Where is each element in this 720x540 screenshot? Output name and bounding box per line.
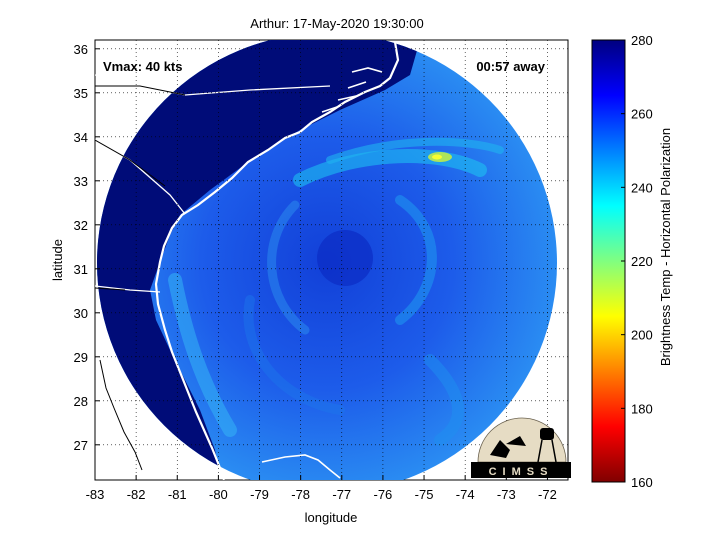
y-tick-label: 30 bbox=[74, 306, 88, 321]
coastline bbox=[154, 41, 400, 480]
colorbar-tick-label: 240 bbox=[631, 180, 653, 195]
y-tick-label: 34 bbox=[74, 130, 88, 145]
y-tick-label: 28 bbox=[74, 394, 88, 409]
storm-core bbox=[317, 230, 373, 286]
x-tick-label: -82 bbox=[127, 487, 146, 502]
y-tick-label: 32 bbox=[74, 218, 88, 233]
colorbar-tick-label: 160 bbox=[631, 475, 653, 490]
x-tick-label: -83 bbox=[86, 487, 105, 502]
swath-image bbox=[95, 40, 557, 480]
cuba-coast bbox=[261, 454, 341, 479]
grid bbox=[94, 40, 568, 480]
colorbar-ticks: 160 180 200 220 240 260 280 bbox=[621, 33, 653, 490]
y-axis-ticks: 27 28 29 30 31 32 33 34 35 36 bbox=[74, 42, 100, 453]
x-tick-label: -77 bbox=[332, 487, 351, 502]
logo-water-tower-icon bbox=[540, 428, 554, 440]
rain-bands bbox=[168, 137, 504, 446]
x-tick-label: -73 bbox=[497, 487, 516, 502]
x-tick-label: -75 bbox=[415, 487, 434, 502]
y-tick-label: 31 bbox=[74, 262, 88, 277]
colorbar bbox=[591, 39, 626, 483]
time-away-label: 00:57 away bbox=[476, 59, 545, 74]
x-axis-label: longitude bbox=[305, 510, 358, 525]
cimss-logo: CIMSS bbox=[471, 417, 571, 478]
logo-text: CIMSS bbox=[489, 466, 554, 478]
warm-band-feature-inner bbox=[432, 154, 442, 160]
y-tick-label: 36 bbox=[74, 42, 88, 57]
x-tick-label: -79 bbox=[250, 487, 269, 502]
coastline-sound bbox=[321, 67, 383, 113]
y-axis-label: latitude bbox=[50, 239, 65, 281]
vmax-label: Vmax: 40 kts bbox=[103, 59, 183, 74]
colorbar-tick-label: 260 bbox=[631, 107, 653, 122]
colorbar-tick-label: 280 bbox=[631, 33, 653, 48]
y-tick-label: 35 bbox=[74, 86, 88, 101]
colorbar-tick-label: 220 bbox=[631, 254, 653, 269]
land-region bbox=[97, 40, 420, 480]
y-tick-label: 33 bbox=[74, 174, 88, 189]
y-tick-label: 27 bbox=[74, 438, 88, 453]
x-tick-label: -81 bbox=[168, 487, 187, 502]
y-tick-label: 29 bbox=[74, 350, 88, 365]
colorbar-tick-label: 180 bbox=[631, 401, 653, 416]
x-axis-ticks: -83 -82 -81 -80 -79 -78 -77 -76 -75 -74 -73 -72 bbox=[86, 475, 557, 502]
x-tick-label: -72 bbox=[538, 487, 557, 502]
x-tick-label: -76 bbox=[374, 487, 393, 502]
chart-title: Arthur: 17-May-2020 19:30:00 bbox=[250, 16, 423, 31]
logo-satellite-dish-icon bbox=[490, 436, 526, 458]
land-outline-outside bbox=[95, 85, 186, 471]
colorbar-label: Brightness Temp - Horizontal Polarizatio… bbox=[658, 128, 673, 366]
x-tick-label: -74 bbox=[456, 487, 475, 502]
x-tick-label: -80 bbox=[209, 487, 228, 502]
x-tick-label: -78 bbox=[291, 487, 310, 502]
logo-banner bbox=[471, 462, 571, 478]
colorbar-tick-label: 200 bbox=[631, 328, 653, 343]
